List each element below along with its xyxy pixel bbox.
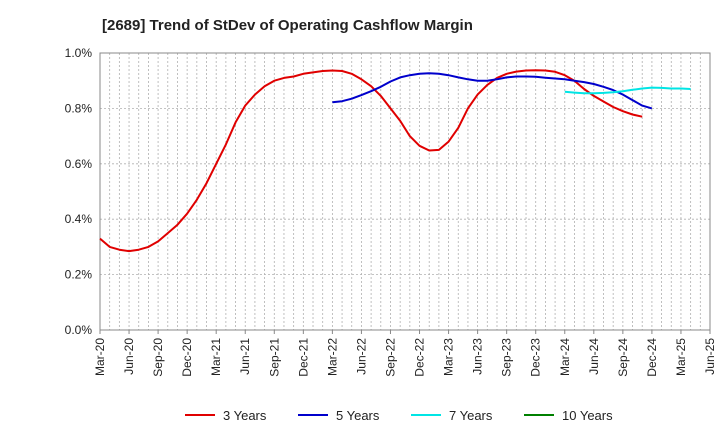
y-tick-label: 0.0% xyxy=(65,323,93,337)
x-tick-label: Sep-24 xyxy=(616,338,630,377)
y-tick-label: 0.4% xyxy=(65,212,93,226)
y-tick-label: 1.0% xyxy=(65,46,93,60)
y-tick-label: 0.2% xyxy=(65,268,93,282)
legend-label: 3 Years xyxy=(223,408,267,423)
x-tick-label: Mar-22 xyxy=(325,338,339,376)
x-tick-label: Sep-23 xyxy=(500,338,514,377)
x-tick-label: Jun-21 xyxy=(238,338,252,375)
legend-label: 5 Years xyxy=(336,408,380,423)
x-tick-label: Sep-21 xyxy=(267,338,281,377)
legend-label: 7 Years xyxy=(449,408,493,423)
plot-area xyxy=(99,52,711,331)
x-tick-label: Sep-20 xyxy=(151,338,165,377)
series-line-5-years xyxy=(332,72,653,110)
x-tick-label: Jun-22 xyxy=(354,338,368,375)
x-tick-label: Mar-21 xyxy=(209,338,223,376)
axes: 0.0% 0.2% 0.4% 0.6% 0.8% 1.0% Mar-20 Jun-20 Sep-… xyxy=(65,46,717,377)
x-tick-label: Mar-25 xyxy=(674,338,688,376)
series-line-3-years xyxy=(99,69,643,253)
x-tick-label: Jun-25 xyxy=(703,338,717,375)
x-tick-label: Jun-24 xyxy=(587,338,601,375)
grid xyxy=(100,53,710,330)
x-tick-label: Mar-24 xyxy=(558,338,572,376)
x-tick-label: Mar-20 xyxy=(93,338,107,376)
y-tick-label: 0.6% xyxy=(65,157,93,171)
y-tick-label: 0.8% xyxy=(65,101,93,115)
x-tick-label: Sep-22 xyxy=(383,338,397,377)
series-line-7-years xyxy=(564,86,691,95)
x-tick-label: Jun-20 xyxy=(122,338,136,375)
x-tick-label: Dec-23 xyxy=(529,338,543,377)
x-tick-label: Mar-23 xyxy=(442,338,456,376)
chart-title: [2689] Trend of StDev of Operating Cashf… xyxy=(102,17,473,34)
x-tick-label: Jun-23 xyxy=(471,338,485,375)
x-tick-label: Dec-20 xyxy=(180,338,194,377)
legend: 3 Years 5 Years 7 Years 10 Years xyxy=(185,408,613,423)
x-tick-label: Dec-24 xyxy=(645,338,659,377)
legend-label: 10 Years xyxy=(562,408,613,423)
x-tick-label: Dec-22 xyxy=(413,338,427,377)
x-tick-label: Dec-21 xyxy=(296,338,310,377)
series-lines xyxy=(99,69,691,253)
